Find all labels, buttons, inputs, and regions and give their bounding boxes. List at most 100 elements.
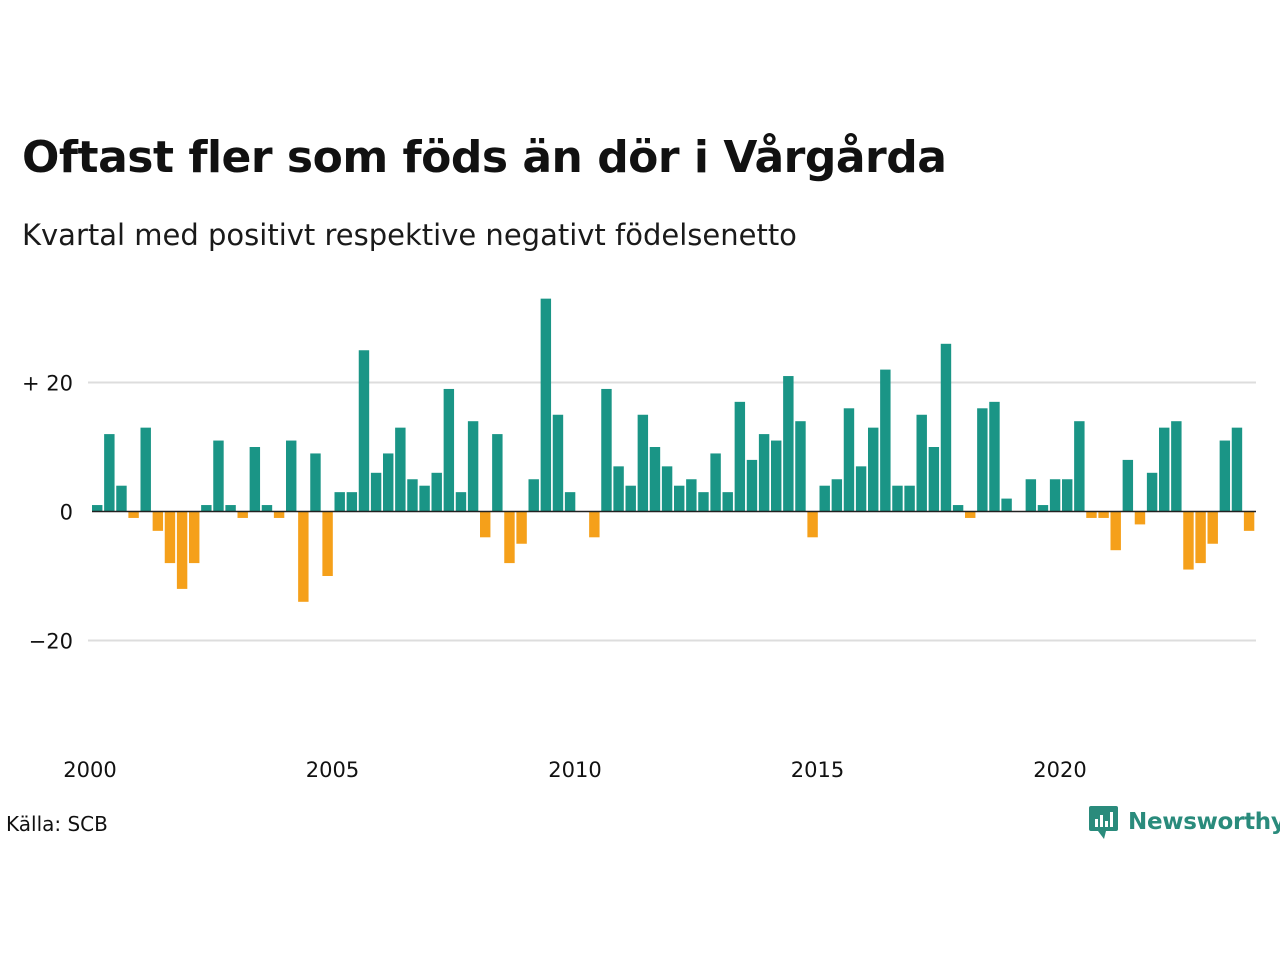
bar-negative bbox=[1243, 511, 1255, 531]
bar-positive bbox=[1001, 498, 1012, 512]
bar-positive bbox=[1159, 427, 1170, 512]
bar-positive bbox=[455, 492, 467, 512]
bar-negative bbox=[1110, 511, 1121, 551]
bar-positive bbox=[686, 479, 697, 512]
bar-positive bbox=[868, 427, 879, 512]
bar-negative bbox=[516, 511, 527, 544]
x-tick-label: 2015 bbox=[791, 758, 844, 782]
bar-positive bbox=[443, 388, 455, 512]
bar-positive bbox=[1122, 459, 1134, 512]
bar-positive bbox=[249, 447, 261, 512]
bar-positive bbox=[431, 472, 442, 512]
brand-logo: Newsworthy bbox=[1088, 804, 1280, 840]
bar-positive bbox=[613, 466, 624, 512]
x-tick-label: 2010 bbox=[548, 758, 601, 782]
bar-positive bbox=[722, 492, 733, 512]
bar-negative bbox=[504, 511, 515, 564]
bar-positive bbox=[940, 343, 952, 512]
newsworthy-logo-icon bbox=[1089, 806, 1118, 839]
bar-positive bbox=[904, 485, 915, 512]
bar-negative bbox=[1207, 511, 1218, 544]
bar-positive bbox=[1062, 479, 1073, 512]
bar-positive bbox=[540, 298, 552, 512]
bar-positive bbox=[358, 350, 370, 512]
bar-positive bbox=[334, 492, 345, 512]
bar-positive bbox=[625, 485, 636, 512]
bar-positive bbox=[952, 505, 964, 512]
source-note: Källa: SCB bbox=[6, 812, 108, 836]
bar-negative bbox=[237, 511, 248, 518]
bar-positive bbox=[977, 408, 988, 512]
bar-positive bbox=[528, 479, 539, 512]
grid-lines bbox=[88, 381, 1256, 642]
bar-negative bbox=[189, 511, 200, 564]
bar-negative bbox=[1195, 511, 1206, 564]
bar-positive bbox=[467, 421, 479, 512]
bar-negative bbox=[298, 511, 309, 602]
bar-positive bbox=[201, 505, 212, 512]
chart-title: Oftast fler som föds än dör i Vårgårda bbox=[22, 132, 947, 183]
bar-positive bbox=[855, 466, 867, 512]
y-tick-label: −20 bbox=[29, 630, 73, 654]
bar-positive bbox=[928, 447, 940, 512]
bar-positive bbox=[261, 505, 273, 512]
bar-positive bbox=[783, 376, 794, 512]
bar-positive bbox=[649, 447, 661, 512]
bar-positive bbox=[892, 485, 903, 512]
bar-positive bbox=[746, 459, 758, 512]
bar-positive bbox=[1025, 479, 1037, 512]
bar-negative bbox=[1098, 511, 1109, 518]
bar-positive bbox=[564, 492, 576, 512]
bar-positive bbox=[710, 453, 721, 512]
bar-positive bbox=[1231, 427, 1243, 512]
bar-positive bbox=[1146, 472, 1158, 512]
bar-positive bbox=[734, 401, 746, 512]
bar-positive bbox=[140, 427, 151, 512]
x-tick-label: 2005 bbox=[306, 758, 359, 782]
bar-negative bbox=[1183, 511, 1194, 570]
y-tick-label: + 20 bbox=[22, 372, 73, 396]
bar-negative bbox=[589, 511, 600, 538]
bar-positive bbox=[795, 421, 806, 512]
x-tick-label: 2000 bbox=[63, 758, 116, 782]
bar-positive bbox=[286, 440, 297, 512]
bar-positive bbox=[213, 440, 224, 512]
bar-positive bbox=[831, 479, 843, 512]
bar-positive bbox=[880, 369, 891, 512]
bar-positive bbox=[698, 492, 709, 512]
bar-positive bbox=[310, 453, 321, 512]
bar-positive bbox=[116, 485, 127, 512]
bar-positive bbox=[1074, 421, 1085, 512]
bar-negative bbox=[480, 511, 491, 538]
bar-positive bbox=[601, 388, 612, 512]
bar-positive bbox=[819, 485, 830, 512]
bar-negative bbox=[152, 511, 164, 531]
bar-negative bbox=[1086, 511, 1097, 518]
y-tick-label: 0 bbox=[60, 501, 73, 525]
bar-positive bbox=[637, 414, 649, 512]
bar-positive bbox=[552, 414, 564, 512]
bar-positive bbox=[674, 485, 685, 512]
chart-subtitle: Kvartal med positivt respektive negativt… bbox=[22, 218, 797, 252]
bar-positive bbox=[1171, 421, 1182, 512]
bar-positive bbox=[492, 434, 503, 512]
bar-negative bbox=[128, 511, 139, 518]
bar-positive bbox=[407, 479, 418, 512]
brand-name: Newsworthy bbox=[1128, 809, 1280, 835]
bar-positive bbox=[92, 505, 103, 512]
axes: + 20 0 −20 2000 2005 2010 2015 2020 bbox=[22, 372, 1256, 782]
bar-positive bbox=[758, 434, 770, 512]
bar-positive bbox=[916, 414, 927, 512]
bar-negative bbox=[164, 511, 176, 564]
bar-positive bbox=[989, 401, 1000, 512]
bar-positive bbox=[395, 427, 406, 512]
bar-positive bbox=[104, 434, 115, 512]
bar-positive bbox=[383, 453, 394, 512]
bar-negative bbox=[273, 511, 285, 518]
bar-negative bbox=[322, 511, 333, 576]
bar-negative bbox=[1134, 511, 1146, 525]
bars bbox=[92, 298, 1255, 602]
bar-positive bbox=[1049, 479, 1061, 512]
bar-negative bbox=[176, 511, 188, 589]
bar-negative bbox=[965, 511, 976, 518]
